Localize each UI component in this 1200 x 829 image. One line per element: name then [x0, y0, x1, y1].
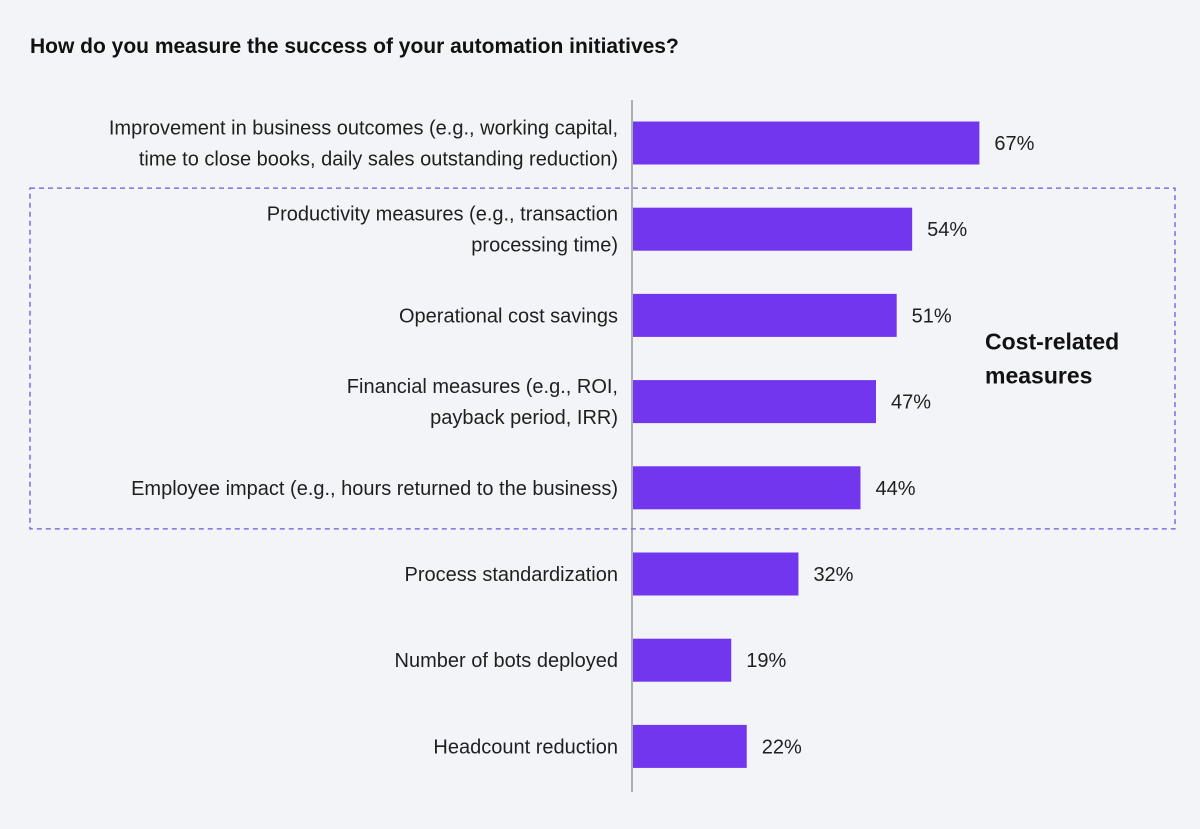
bar-value-label: 32%	[813, 564, 853, 586]
category-label: Improvement in business outcomes (e.g., …	[109, 118, 618, 140]
bar	[633, 466, 861, 510]
bar	[633, 121, 980, 165]
bar	[633, 552, 799, 596]
bar-value-label: 19%	[746, 650, 786, 672]
category-label: Operational cost savings	[399, 305, 618, 327]
category-label: Number of bots deployed	[395, 650, 618, 672]
category-label: Productivity measures (e.g., transaction	[267, 204, 618, 226]
cost-related-group-box	[29, 187, 1176, 530]
bar	[633, 293, 897, 337]
bar-value-label: 47%	[891, 392, 931, 414]
category-label: payback period, IRR)	[430, 407, 618, 429]
bar-value-label: 44%	[875, 478, 915, 500]
chart-title: How do you measure the success of your a…	[30, 35, 679, 58]
group-annotation-label: measures	[985, 363, 1092, 389]
bar-value-label: 51%	[912, 305, 952, 327]
bar-value-label: 22%	[762, 736, 802, 758]
bar	[633, 207, 913, 251]
category-label: Financial measures (e.g., ROI,	[347, 376, 618, 398]
bar	[633, 380, 876, 424]
category-label: Process standardization	[405, 564, 618, 586]
category-label: processing time)	[471, 235, 618, 257]
category-label: time to close books, daily sales outstan…	[139, 149, 618, 171]
bar	[633, 638, 732, 682]
category-label: Headcount reduction	[433, 736, 618, 758]
group-annotation-label: Cost-related	[985, 329, 1119, 355]
bar-value-label: 54%	[927, 219, 967, 241]
category-label: Employee impact (e.g., hours returned to…	[131, 478, 618, 500]
bar-value-label: 67%	[994, 133, 1034, 155]
bar	[633, 724, 747, 768]
